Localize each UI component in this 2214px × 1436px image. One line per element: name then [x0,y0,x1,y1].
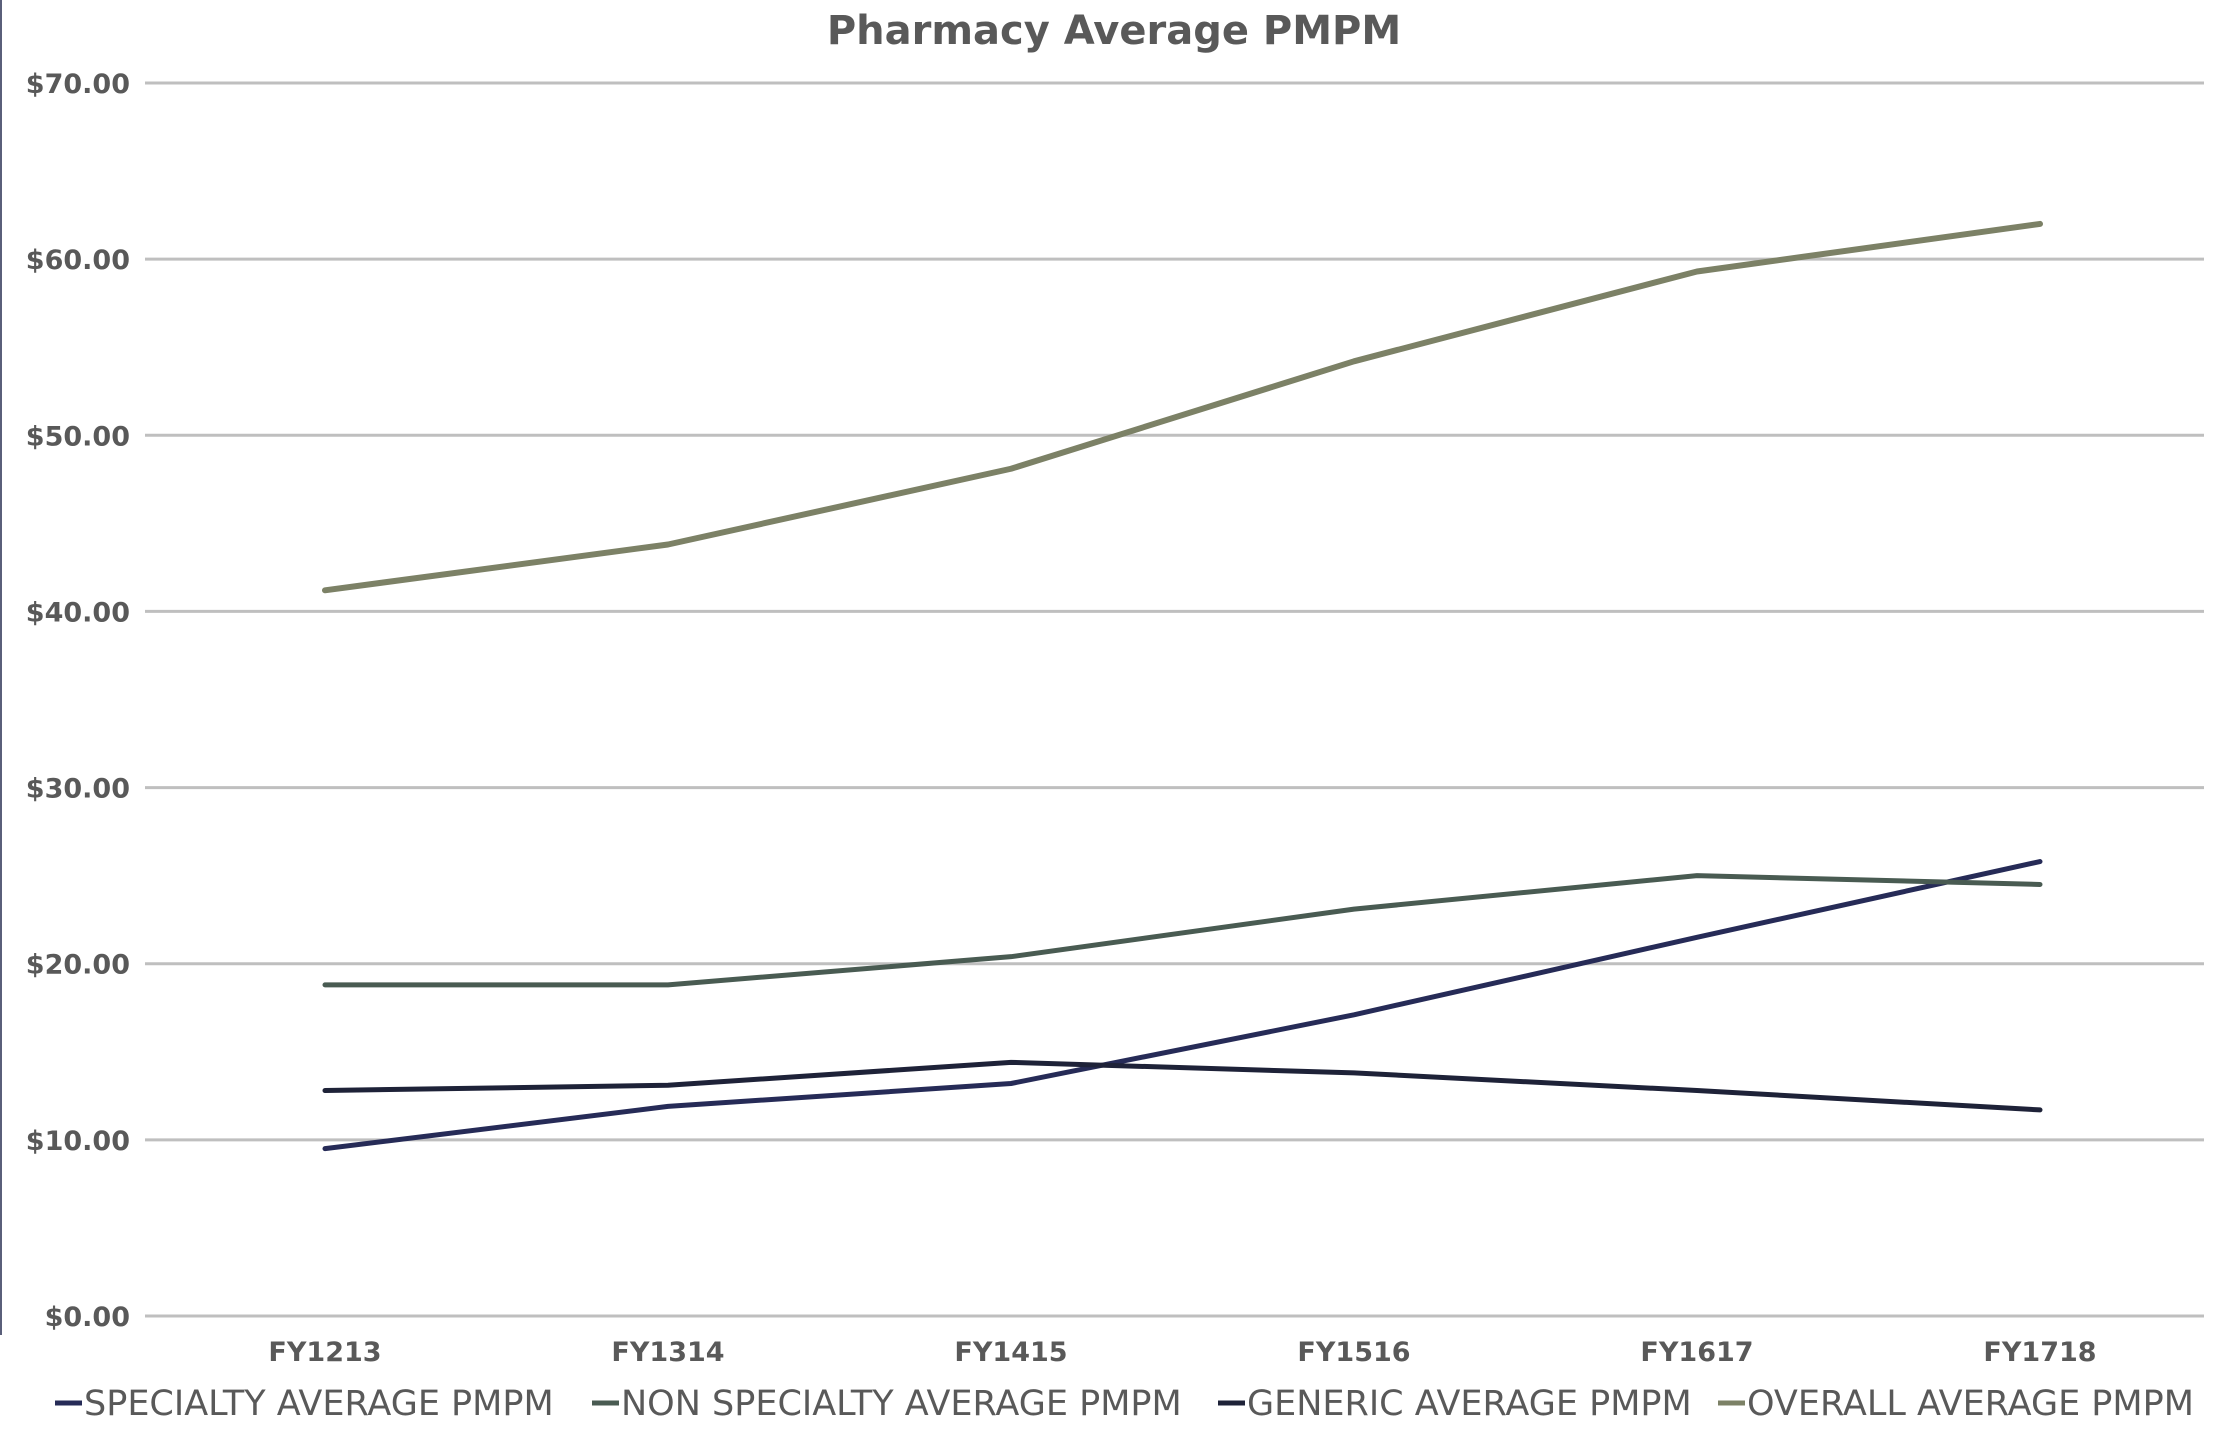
y-tick-label: $50.00 [26,421,130,452]
x-tick-label: FY1617 [1640,1337,1753,1368]
y-tick-label: $40.00 [26,597,130,628]
y-tick-label: $60.00 [26,245,130,276]
x-tick-label: FY1718 [1983,1337,2096,1368]
gridlines [145,81,2204,1318]
series-line-non-specialty-average-pmpm [322,873,2043,988]
y-axis-ticks: $0.00 $10.00 $20.00 $30.00 $40.00 $50.00 $60.0… [26,69,130,1333]
series-line-overall-average-pmpm [322,220,2043,594]
y-tick-label: $20.00 [26,950,130,981]
series-line-generic-average-pmpm [322,1059,2043,1113]
y-tick-label: $0.00 [45,1302,130,1333]
legend-label: GENERIC AVERAGE PMPM [1247,1384,1692,1424]
x-axis-ticks: FY1213 FY1314 FY1415 FY1516 FY1617 FY1718 [268,1337,2096,1368]
legend: SPECIALTY AVERAGE PMPM NON SPECIALTY AVER… [55,1384,2194,1424]
left-border-line [0,0,2,1335]
x-tick-label: FY1314 [611,1337,724,1368]
series-lines [322,220,2043,1152]
y-tick-label: $70.00 [26,69,130,100]
legend-item: SPECIALTY AVERAGE PMPM [55,1384,554,1424]
x-tick-label: FY1516 [1297,1337,1410,1368]
legend-label: SPECIALTY AVERAGE PMPM [84,1384,554,1424]
y-tick-label: $10.00 [26,1126,130,1157]
x-tick-label: FY1213 [268,1337,381,1368]
legend-label: NON SPECIALTY AVERAGE PMPM [621,1384,1182,1424]
y-tick-label: $30.00 [26,774,130,805]
chart-title: Pharmacy Average PMPM [827,8,1401,54]
x-tick-label: FY1415 [954,1337,1067,1368]
legend-item: NON SPECIALTY AVERAGE PMPM [592,1384,1182,1424]
legend-label: OVERALL AVERAGE PMPM [1747,1384,2194,1424]
series-line-specialty-average-pmpm [322,859,2043,1152]
legend-item: OVERALL AVERAGE PMPM [1718,1384,2194,1424]
legend-item: GENERIC AVERAGE PMPM [1218,1384,1692,1424]
